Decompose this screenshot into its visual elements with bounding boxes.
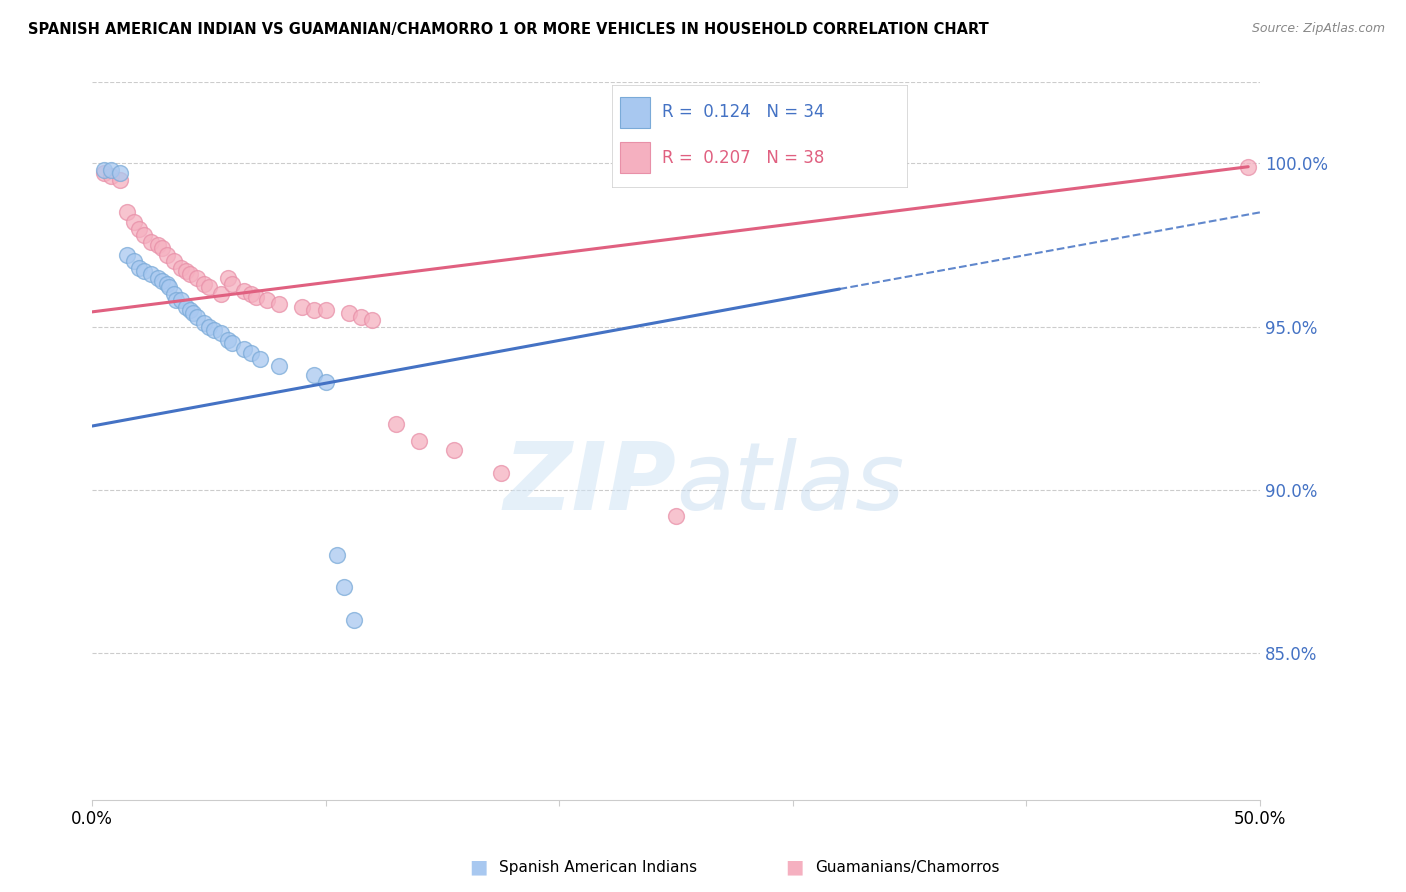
Point (174, 264, 197, 278)
Point (128, 221, 150, 235)
Point (302, 303, 325, 318)
Point (115, 248, 138, 262)
Point (198, 280, 221, 294)
Point (233, 343, 256, 357)
Point (100, 169, 122, 184)
Point (100, 163, 122, 178)
Point (108, 173, 131, 187)
Point (150, 274, 173, 288)
Point (157, 280, 180, 294)
Point (233, 284, 256, 298)
Point (150, 241, 173, 255)
Point (217, 270, 239, 285)
Point (163, 287, 186, 301)
Point (350, 310, 373, 324)
Point (209, 287, 232, 301)
Point (193, 277, 215, 292)
Point (186, 310, 208, 324)
Point (122, 254, 145, 268)
Point (170, 260, 193, 275)
Point (361, 313, 384, 327)
Point (221, 335, 243, 350)
Point (240, 287, 263, 301)
Point (179, 268, 201, 282)
Point (1237, 160, 1260, 174)
Point (202, 323, 225, 337)
Point (384, 417, 406, 432)
Point (170, 293, 193, 308)
Point (209, 326, 232, 340)
Point (333, 581, 356, 595)
Point (115, 205, 138, 219)
Text: Guamanians/Chamorros: Guamanians/Chamorros (815, 860, 1000, 874)
Point (326, 548, 349, 562)
Point (240, 345, 263, 359)
Point (408, 434, 430, 448)
Point (181, 306, 204, 320)
Text: R =  0.124   N = 34: R = 0.124 N = 34 (662, 103, 824, 121)
Point (665, 508, 688, 523)
Point (337, 306, 360, 320)
Point (132, 264, 155, 278)
Text: SPANISH AMERICAN INDIAN VS GUAMANIAN/CHAMORRO 1 OR MORE VEHICLES IN HOUSEHOLD CO: SPANISH AMERICAN INDIAN VS GUAMANIAN/CHA… (28, 22, 988, 37)
Text: R =  0.207   N = 38: R = 0.207 N = 38 (662, 149, 824, 167)
Point (108, 166, 131, 180)
Point (249, 352, 271, 367)
Point (179, 303, 201, 318)
Point (302, 368, 325, 383)
Text: Spanish American Indians: Spanish American Indians (499, 860, 697, 874)
Point (128, 260, 150, 275)
Point (146, 270, 169, 285)
Point (156, 248, 179, 262)
Point (443, 443, 465, 458)
Point (217, 333, 239, 347)
Point (163, 254, 186, 268)
Point (186, 270, 208, 285)
Point (156, 277, 179, 292)
Text: atlas: atlas (676, 438, 904, 529)
Point (291, 300, 314, 314)
Point (221, 277, 243, 292)
Point (315, 303, 337, 318)
Point (489, 467, 512, 481)
Point (93, 166, 115, 180)
Text: ■: ■ (785, 857, 804, 877)
Point (132, 228, 155, 243)
Text: Source: ZipAtlas.com: Source: ZipAtlas.com (1251, 22, 1385, 36)
Point (256, 293, 278, 308)
Point (267, 296, 290, 310)
Point (174, 300, 197, 314)
Point (245, 290, 267, 304)
Point (139, 235, 162, 249)
Point (267, 359, 290, 373)
Point (122, 215, 145, 229)
Bar (620, 142, 650, 173)
Bar (620, 97, 650, 128)
Point (193, 316, 215, 330)
Point (165, 293, 187, 308)
Point (93, 163, 115, 178)
Point (343, 613, 366, 627)
Text: ■: ■ (468, 857, 488, 877)
Point (146, 238, 169, 252)
Point (198, 319, 221, 334)
Point (139, 268, 162, 282)
Text: ZIP: ZIP (503, 438, 676, 530)
Point (315, 375, 337, 389)
